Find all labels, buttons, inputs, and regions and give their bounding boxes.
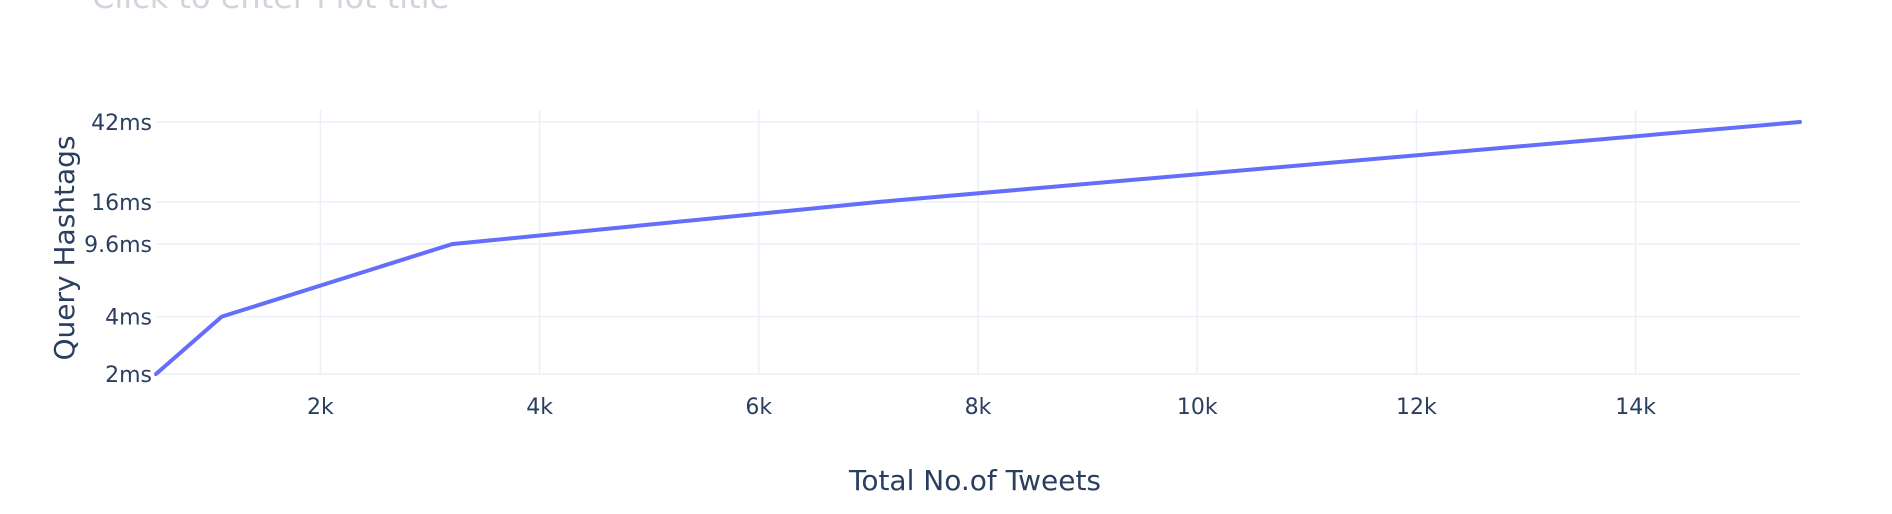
y-tick-label-1: 4ms [105, 306, 152, 331]
x-gridlines [319, 110, 1637, 374]
y-tick-label-2: 9.6ms [84, 233, 152, 258]
x-tick-label-4: 10k [1177, 395, 1218, 420]
y-tick-label-4: 42ms [91, 111, 152, 136]
x-tick-label-3: 8k [965, 395, 992, 420]
x-tick-label-5: 12k [1396, 395, 1437, 420]
plot-title[interactable]: Click to enter Plot title [92, 0, 449, 16]
x-tick-label-0: 2k [307, 395, 334, 420]
x-tick-label-1: 4k [526, 395, 553, 420]
y-axis-title: Query Hashtags [48, 135, 81, 360]
series-group [154, 120, 1802, 376]
y-tick-labels: 2ms 4ms 9.6ms 16ms 42ms [84, 111, 152, 388]
y-gridlines [156, 121, 1800, 375]
y-tick-label-3: 16ms [91, 191, 152, 216]
series-line-0[interactable] [154, 120, 1802, 376]
x-axis-title: Total No.of Tweets [848, 464, 1101, 497]
x-tick-label-2: 6k [745, 395, 772, 420]
y-tick-label-0: 2ms [105, 363, 152, 388]
x-tick-label-6: 14k [1615, 395, 1656, 420]
x-tick-labels: 2k 4k 6k 8k 10k 12k 14k [307, 395, 1656, 420]
